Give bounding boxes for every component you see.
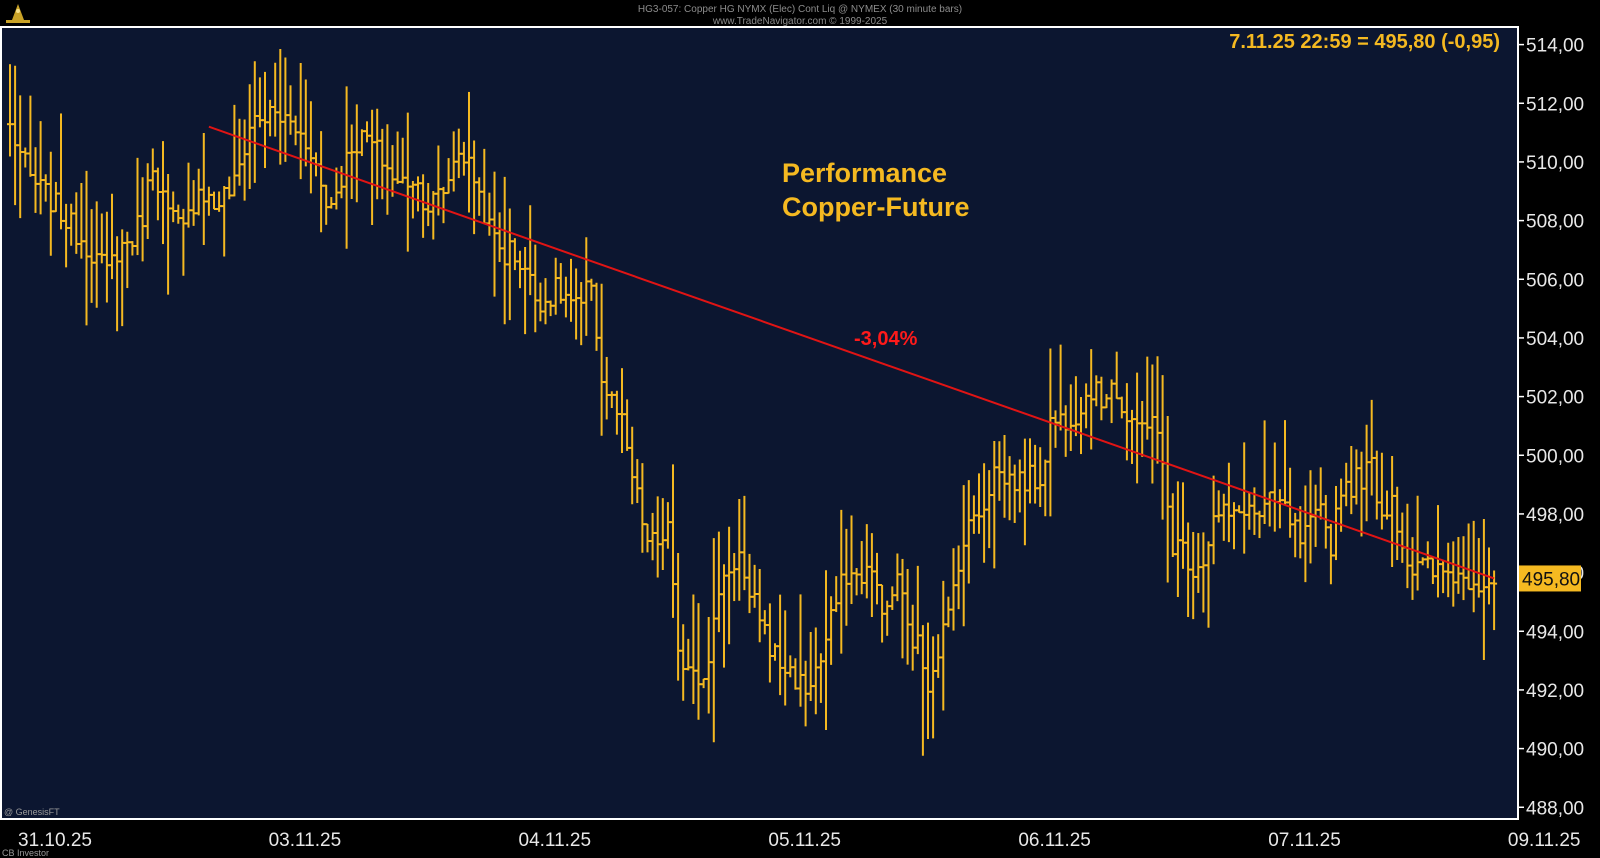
watermark-label: CB Investor xyxy=(2,848,49,858)
last-price-marker: 495,80 xyxy=(1519,565,1581,592)
performance-title-line2: Copper-Future xyxy=(782,192,969,222)
y-axis: 488,00490,00492,00494,00496,00498,00500,… xyxy=(1518,36,1584,819)
x-tick-label: 31.10.25 xyxy=(18,830,92,851)
last-quote-label: 7.11.25 22:59 = 495,80 (-0,95) xyxy=(1229,31,1500,53)
y-tick-label: 490,00 xyxy=(1526,740,1584,761)
plot-frame xyxy=(0,26,1519,820)
performance-title-line1: Performance xyxy=(782,158,947,188)
chart-plot-area xyxy=(0,27,1518,819)
y-tick-label: 494,00 xyxy=(1526,622,1584,643)
y-tick-label: 514,00 xyxy=(1526,36,1584,57)
y-tick-label: 498,00 xyxy=(1526,505,1584,526)
x-tick-label: 04.11.25 xyxy=(519,830,592,851)
chart-header-title: HG3-057: Copper HG NYMX (Elec) Cont Liq … xyxy=(638,4,962,15)
x-axis: 31.10.25 03.11.25 04.11.25 05.11.25 06.11.25… xyxy=(18,830,1580,851)
ohlc-bars xyxy=(7,48,1498,756)
y-tick-label: 506,00 xyxy=(1526,270,1584,291)
y-tick-label: 500,00 xyxy=(1526,446,1584,467)
y-tick-label: 502,00 xyxy=(1526,388,1584,409)
y-tick-label: 512,00 xyxy=(1526,94,1584,115)
y-tick-label: 510,00 xyxy=(1526,153,1584,174)
x-tick-label: 03.11.25 xyxy=(269,830,342,851)
y-tick-label: 508,00 xyxy=(1526,212,1584,233)
y-tick-label: 504,00 xyxy=(1526,329,1584,350)
last-price-label: 495,80 xyxy=(1522,569,1580,590)
y-tick-label: 492,00 xyxy=(1526,681,1584,702)
trendline xyxy=(208,125,1495,580)
chart-header-copyright: www.TradeNavigator.com © 1999-2025 xyxy=(712,16,888,27)
logo-icon xyxy=(6,4,30,23)
x-tick-label: 07.11.25 xyxy=(1268,830,1341,851)
x-tick-label: 05.11.25 xyxy=(768,830,841,851)
ohlc-bar xyxy=(1491,570,1498,631)
x-tick-label: 09.11.25 xyxy=(1508,830,1581,851)
x-tick-label: 06.11.25 xyxy=(1018,830,1091,851)
y-tick-label: 488,00 xyxy=(1526,798,1584,819)
data-source-label: @ GenesisFT xyxy=(4,807,60,817)
trend-change-label: -3,04% xyxy=(854,328,918,350)
